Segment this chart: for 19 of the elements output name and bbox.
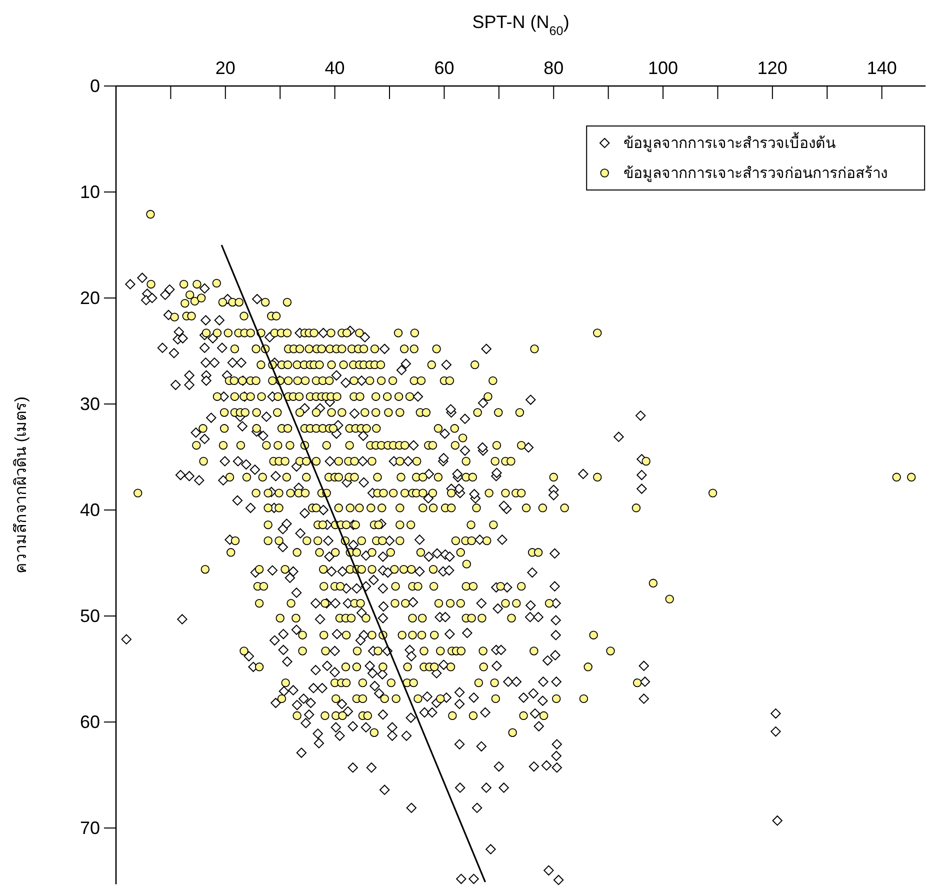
x-tick-label: 40 <box>324 58 345 78</box>
y-axis-title: ความลึกจากผิวดิน (เมตร) <box>13 396 30 574</box>
y-tick-label: 20 <box>80 288 100 308</box>
x-tick-label: 60 <box>434 58 454 78</box>
x-tick-label: 80 <box>544 58 564 78</box>
y-tick-label: 50 <box>80 606 100 626</box>
y-tick-label: 70 <box>80 818 100 838</box>
y-tick-label: 30 <box>80 394 100 414</box>
x-tick-label: 100 <box>648 58 678 78</box>
x-axis-title: SPT-N (N$_{60}$) <box>472 12 570 38</box>
y-tick-label: 10 <box>80 182 100 202</box>
x-tick-label: 120 <box>757 58 788 78</box>
y-tick-label: 60 <box>80 712 100 732</box>
x-tick-label: 20 <box>215 58 236 78</box>
y-tick-label: 0 <box>90 76 100 96</box>
x-tick-label: 140 <box>866 58 897 78</box>
legend-label: ข้อมูลจากการเจาะสำรวจก่อนการก่อสร้าง <box>624 165 888 182</box>
legend-label: ข้อมูลจากการเจาะสำรวจเบื้องต้น <box>624 132 836 152</box>
y-tick-label: 40 <box>80 500 100 520</box>
